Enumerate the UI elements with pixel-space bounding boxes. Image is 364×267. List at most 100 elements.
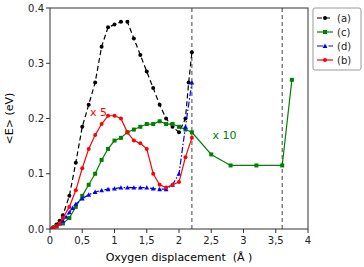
y-tick-label: 0.1: [28, 168, 44, 179]
point: [80, 166, 84, 170]
y-tick: [46, 118, 50, 119]
point: [138, 185, 143, 189]
legend-label: (d): [337, 41, 351, 52]
annotation: x 5: [90, 106, 107, 119]
series-line: [50, 80, 292, 229]
x-tick: [275, 229, 276, 233]
point: [158, 119, 162, 123]
legend-label: (b): [337, 55, 351, 66]
x-tick-label: 4: [305, 235, 311, 246]
point: [164, 117, 168, 121]
point: [119, 136, 123, 140]
point: [158, 103, 162, 107]
x-tick: [243, 229, 244, 233]
point: [177, 180, 181, 184]
x-tick-label: 0: [47, 235, 53, 246]
x-tick: [146, 229, 147, 233]
point: [229, 163, 233, 167]
point: [158, 183, 162, 187]
series: [50, 78, 294, 229]
point: [99, 188, 104, 192]
point: [138, 125, 142, 129]
point: [151, 122, 155, 126]
x-tick: [82, 229, 83, 233]
point: [132, 36, 136, 40]
point: [58, 221, 62, 225]
point: [125, 130, 129, 134]
point: [80, 125, 84, 129]
point: [106, 147, 110, 151]
point: [151, 172, 155, 176]
axes: 00,511,522,533,540.00.10.20.30.4: [28, 3, 311, 247]
y-tick: [46, 63, 50, 64]
legend: (a)(c)(d)(b): [313, 8, 361, 70]
series: [50, 114, 194, 229]
series-line: [50, 116, 192, 229]
y-tick-label: 0.2: [28, 113, 44, 124]
point: [54, 224, 58, 228]
annotation: x 10: [213, 129, 237, 142]
point: [113, 23, 117, 27]
point: [145, 70, 149, 74]
point: [177, 130, 181, 134]
point: [183, 155, 187, 159]
point: [86, 192, 91, 196]
point: [138, 53, 142, 57]
point: [151, 86, 155, 90]
x-tick: [114, 229, 115, 233]
vertical-line: [282, 8, 283, 229]
x-tick-label: 1: [111, 235, 117, 246]
point: [100, 122, 104, 126]
point: [190, 50, 194, 54]
point: [164, 186, 168, 190]
x-tick: [50, 229, 51, 233]
x-tick: [211, 229, 212, 233]
point: [171, 183, 175, 187]
x-tick-label: 3: [240, 235, 246, 246]
point: [100, 45, 104, 49]
point: [93, 81, 97, 85]
point: [100, 158, 104, 162]
point: [157, 187, 162, 191]
point: [54, 224, 58, 228]
point: [171, 122, 175, 126]
point: [74, 188, 78, 192]
chart: 00,511,522,533,540.00.10.20.30.4Oxygen d…: [0, 0, 364, 267]
point: [280, 163, 284, 167]
vertical-line: [191, 8, 192, 229]
legend-box: [313, 8, 361, 70]
point: [164, 122, 168, 126]
x-tick: [179, 229, 180, 233]
point: [190, 130, 194, 134]
point: [209, 152, 213, 156]
plot-frame: [50, 8, 308, 229]
x-tick-label: 2: [176, 235, 182, 246]
point: [290, 78, 294, 82]
point: [93, 172, 97, 176]
point: [93, 133, 97, 137]
point: [80, 196, 85, 200]
point: [145, 122, 149, 126]
x-tick-label: 0,5: [74, 235, 90, 246]
x-tick: [308, 229, 309, 233]
point: [73, 202, 78, 206]
y-tick-label: 0.3: [28, 58, 44, 69]
y-tick: [46, 173, 50, 174]
point: [61, 216, 65, 220]
x-tick-label: 3,5: [268, 235, 284, 246]
point: [93, 190, 98, 194]
legend-marker: [323, 44, 328, 48]
point: [132, 128, 136, 132]
point: [106, 187, 111, 191]
point: [113, 139, 117, 143]
y-tick: [46, 8, 50, 9]
y-axis-label: <E> (eV): [3, 93, 16, 145]
point: [87, 183, 91, 187]
point: [151, 186, 156, 190]
series: [50, 20, 194, 229]
point: [112, 186, 117, 190]
point: [67, 205, 71, 209]
point: [190, 80, 195, 84]
point: [132, 139, 136, 143]
point: [190, 136, 194, 140]
